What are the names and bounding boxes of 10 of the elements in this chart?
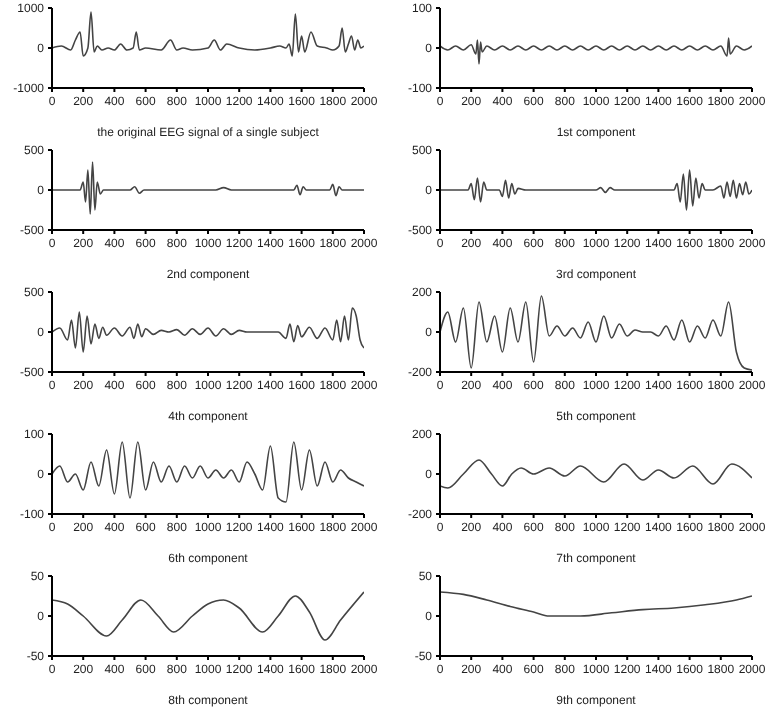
line-series — [440, 295, 752, 371]
line-series — [52, 591, 364, 641]
line-series — [52, 11, 364, 57]
line-series — [52, 161, 364, 215]
line-series — [440, 37, 752, 65]
line-series — [440, 169, 752, 211]
line-series — [440, 459, 752, 489]
line-series — [440, 591, 752, 617]
line-series — [52, 307, 364, 353]
line-series — [52, 441, 364, 503]
